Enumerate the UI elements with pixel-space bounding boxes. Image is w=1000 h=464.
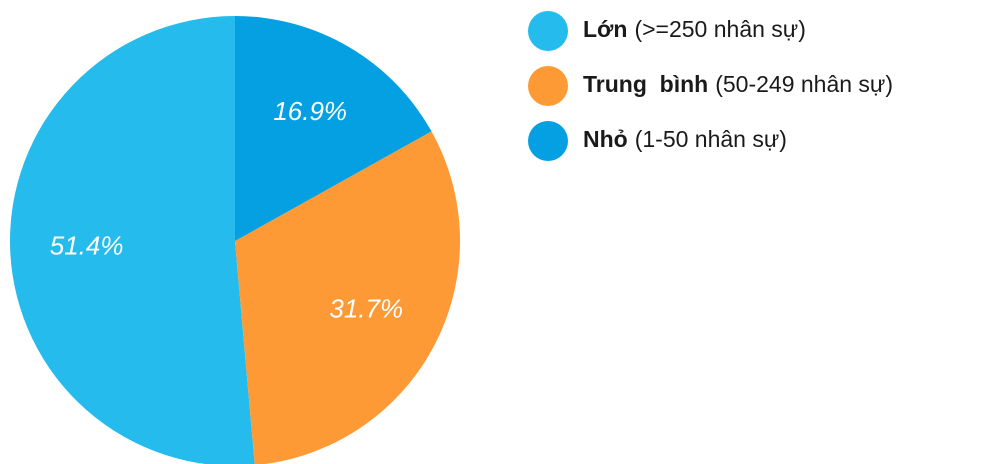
pie-slice <box>235 16 432 241</box>
legend-entry: Nhỏ (1-50 nhân sự) <box>583 126 787 152</box>
legend-entry: Lớn (>=250 nhân sự) <box>583 16 806 42</box>
legend-name: Lớn <box>583 16 627 42</box>
legend-note: (50-249 nhân sự) <box>715 71 893 97</box>
legend-swatch <box>528 11 568 51</box>
legend-swatch <box>528 121 568 161</box>
legend-note: (1-50 nhân sự) <box>635 126 787 152</box>
slice-label: 51.4% <box>50 230 124 260</box>
slice-label: 31.7% <box>329 293 403 323</box>
legend-name: Nhỏ <box>583 126 628 152</box>
legend-swatch <box>528 66 568 106</box>
legend-note: (>=250 nhân sự) <box>634 16 805 42</box>
pie-slice <box>235 131 460 464</box>
legend-entry: Trung bình (50-249 nhân sự) <box>583 71 893 97</box>
pie-slice <box>10 16 255 464</box>
slice-label: 16.9% <box>273 96 347 126</box>
legend-name: Trung bình <box>583 71 708 97</box>
